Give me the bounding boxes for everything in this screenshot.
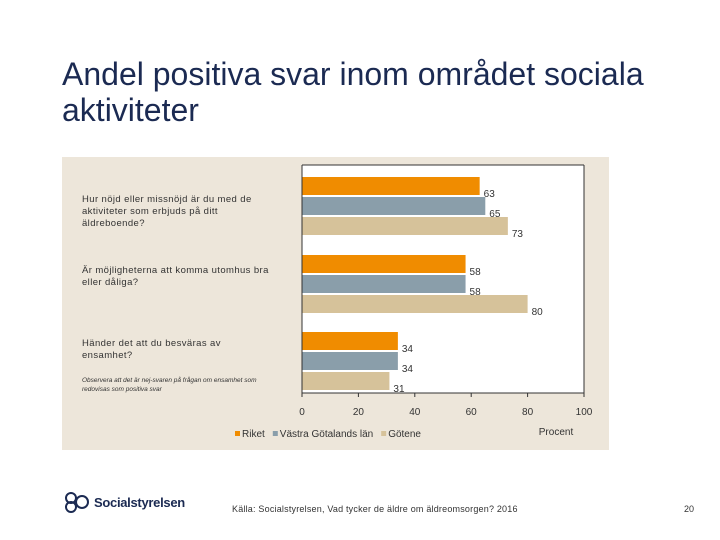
x-tick-label-4: 60: [466, 407, 478, 418]
data-label-1-3: 34: [402, 344, 414, 355]
data-label-2-1: 65: [489, 209, 501, 220]
question-label-2: Är möjligheterna att komma utomhus bra e…: [82, 265, 269, 288]
question-label-3: Händer det att du besväras av ensamhet?: [82, 338, 221, 361]
x-tick-label-5: 80: [522, 407, 534, 418]
x-tick-label-1: 0: [299, 407, 305, 418]
legend-label-3: Götene: [388, 429, 421, 440]
bar-2-3: [302, 352, 398, 370]
legend-swatch-3: [381, 431, 387, 436]
logo-text: Socialstyrelsen: [94, 494, 185, 510]
bar-3-3: [302, 372, 390, 390]
page-title: Andel positiva svar inom området sociala…: [62, 56, 644, 128]
data-label-1-1: 63: [484, 189, 496, 200]
page-number: 20: [684, 504, 695, 514]
bar-2-1: [302, 197, 486, 215]
data-label-1-2: 58: [470, 267, 482, 278]
bar-1-3: [302, 332, 398, 350]
x-tick-label-6: 100: [576, 407, 593, 418]
source-text: Källa: Socialstyrelsen, Vad tycker de äl…: [232, 504, 518, 514]
data-label-2-3: 34: [402, 364, 414, 375]
data-label-3-1: 73: [512, 229, 524, 240]
legend-swatch-2: [272, 431, 278, 436]
bar-2-2: [302, 275, 466, 293]
x-tick-label-3: 40: [409, 407, 421, 418]
note-text: Observera att det är nej-svaren på fråga…: [82, 377, 257, 393]
question-label-1: Hur nöjd eller missnöjd är du med de akt…: [82, 194, 252, 229]
x-axis-label: Procent: [539, 427, 574, 438]
bar-3-1: [302, 217, 508, 235]
bar-3-2: [302, 295, 528, 313]
data-label-3-2: 80: [532, 307, 544, 318]
legend-label-1: Riket: [242, 429, 265, 440]
x-tick-label-2: 20: [353, 407, 365, 418]
legend-label-2: Västra Götalands län: [280, 429, 373, 440]
data-label-2-2: 58: [470, 287, 482, 298]
logo: Socialstyrelsen: [64, 490, 185, 514]
legend-swatch-1: [235, 431, 240, 436]
data-label-3-3: 31: [393, 384, 405, 395]
socialstyrelsen-emblem-icon: [65, 492, 89, 513]
chart-panel: Hur nöjd eller missnöjd är du med de akt…: [62, 157, 609, 450]
bar-1-2: [302, 255, 466, 273]
bar-1-1: [302, 177, 480, 195]
